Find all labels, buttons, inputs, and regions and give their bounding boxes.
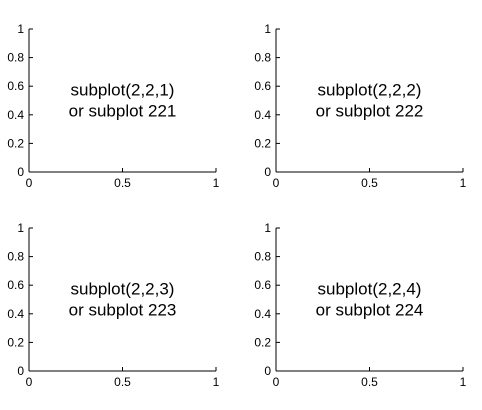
annotation-subplot-shorthand: or subplot 221 <box>69 102 177 121</box>
x-tick-label: 0.5 <box>114 375 131 389</box>
y-tick-label: 0 <box>264 165 271 179</box>
y-tick-label: 0.6 <box>254 79 271 93</box>
y-tick-label: 0.2 <box>254 335 271 349</box>
y-tick-label: 0 <box>264 364 271 378</box>
y-tick-label: 0.6 <box>7 79 24 93</box>
annotation-subplot-call: subplot(2,2,1) <box>71 81 175 100</box>
x-tick-label: 1 <box>213 375 220 389</box>
subplot-3: 0 0.5 1 0 0.2 0.4 0.6 0.8 1 subplot(2,2,3) or subp… <box>7 221 219 389</box>
x-tick-label: 1 <box>460 375 467 389</box>
x-tick-label: 0 <box>273 176 280 190</box>
x-tick-label: 0.5 <box>361 375 378 389</box>
subplot-4: 0 0.5 1 0 0.2 0.4 0.6 0.8 1 subplot(2,2,4) or subp… <box>254 221 466 389</box>
y-tick-label: 0.8 <box>7 51 24 65</box>
x-tick-label: 0.5 <box>361 176 378 190</box>
y-tick-label: 0.4 <box>7 307 24 321</box>
annotation-subplot-call: subplot(2,2,2) <box>318 81 422 100</box>
y-tick-label: 0.6 <box>7 278 24 292</box>
annotation-subplot-call: subplot(2,2,3) <box>71 280 175 299</box>
y-tick-label: 0.2 <box>7 335 24 349</box>
x-tick-label: 1 <box>213 176 220 190</box>
x-tick-label: 0.5 <box>114 176 131 190</box>
y-tick-label: 0.8 <box>254 250 271 264</box>
y-tick-label: 1 <box>264 221 271 235</box>
y-tick-label: 0.4 <box>7 108 24 122</box>
y-tick-label: 1 <box>17 221 24 235</box>
annotation-subplot-shorthand: or subplot 224 <box>316 301 424 320</box>
y-tick-label: 0 <box>17 364 24 378</box>
y-tick-label: 0.8 <box>7 250 24 264</box>
annotation-subplot-call: subplot(2,2,4) <box>318 280 422 299</box>
subplot-2: 0 0.5 1 0 0.2 0.4 0.6 0.8 1 subplot(2,2,2) or subp… <box>254 22 466 190</box>
subplot-1: 0 0.5 1 0 0.2 0.4 0.6 0.8 1 subplot(2,2,1) or subp… <box>7 22 219 190</box>
y-tick-label: 0.4 <box>254 307 271 321</box>
x-tick-label: 0 <box>273 375 280 389</box>
x-tick-label: 0 <box>26 375 33 389</box>
annotation-subplot-shorthand: or subplot 223 <box>69 301 177 320</box>
x-tick-label: 0 <box>26 176 33 190</box>
y-tick-label: 0 <box>17 165 24 179</box>
y-tick-label: 0.2 <box>254 136 271 150</box>
annotation-subplot-shorthand: or subplot 222 <box>316 102 424 121</box>
y-tick-label: 0.8 <box>254 51 271 65</box>
y-tick-label: 0.2 <box>7 136 24 150</box>
y-tick-label: 1 <box>264 22 271 36</box>
y-tick-label: 0.4 <box>254 108 271 122</box>
y-tick-label: 1 <box>17 22 24 36</box>
x-tick-label: 1 <box>460 176 467 190</box>
y-tick-label: 0.6 <box>254 278 271 292</box>
